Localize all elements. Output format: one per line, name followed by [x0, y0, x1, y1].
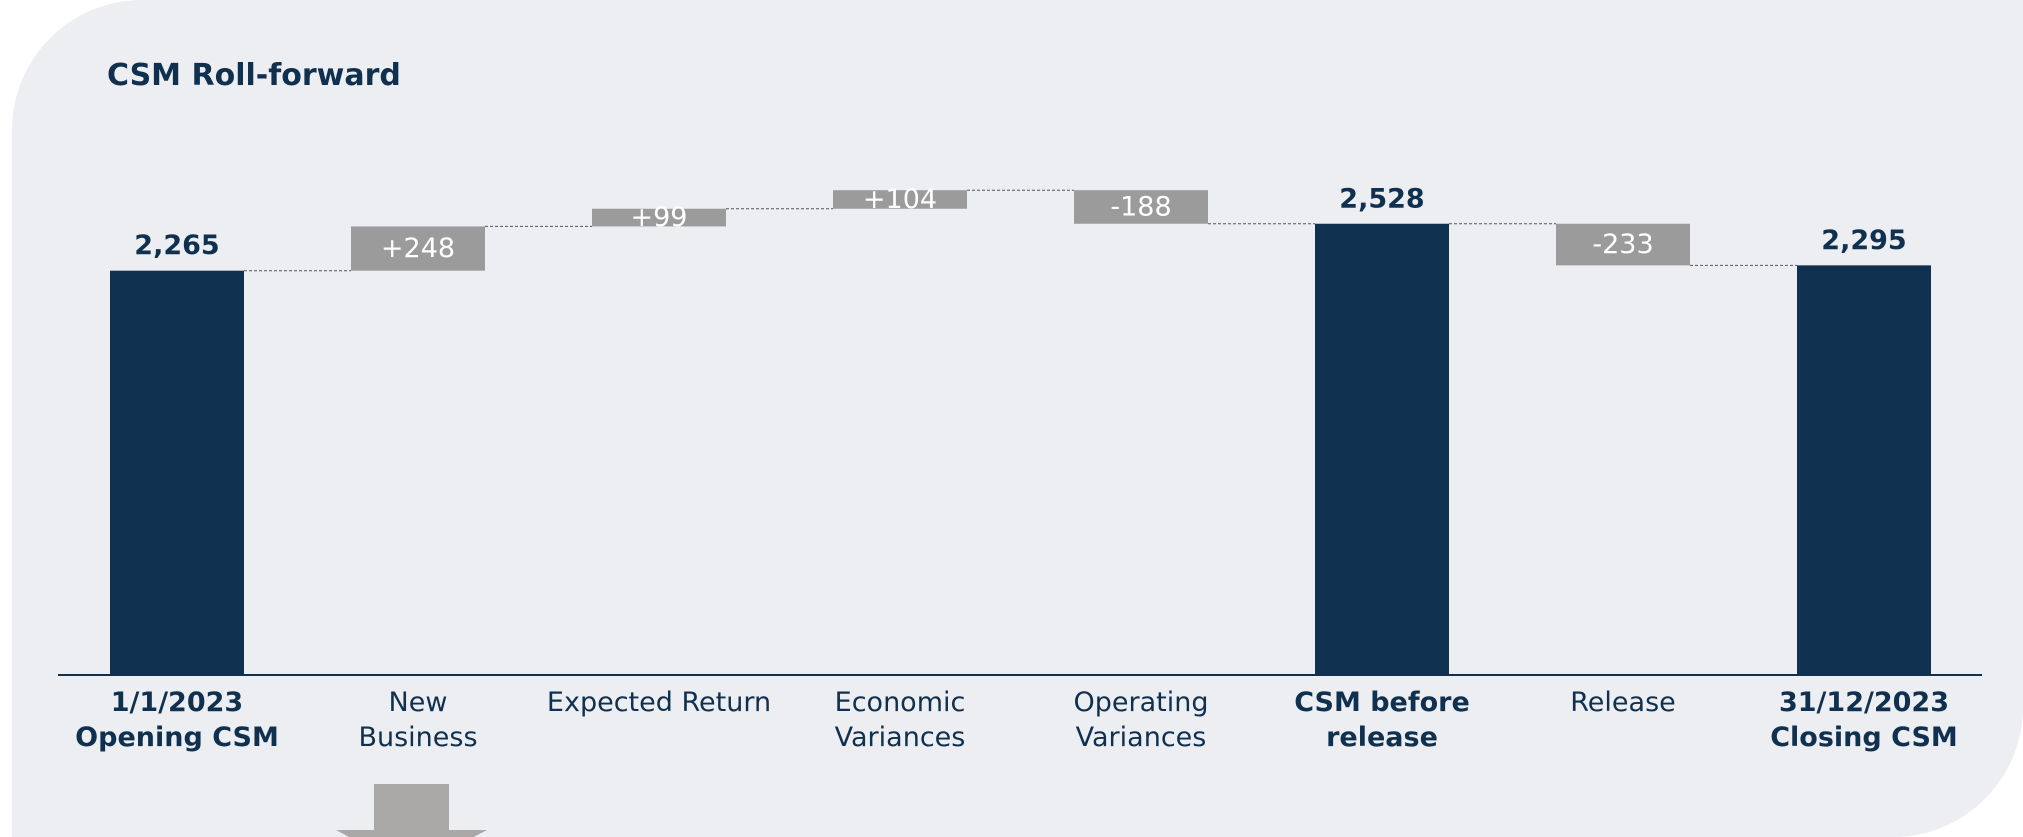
- x-tick-label: CSM before release: [1294, 687, 1470, 753]
- value-label: +99: [631, 202, 688, 233]
- panel: [12, 0, 2023, 837]
- arrow-head: [336, 830, 487, 837]
- value-label: 2,265: [134, 230, 219, 261]
- bar: [1074, 190, 1208, 224]
- x-tick-label: 31/12/2023 Closing CSM: [1770, 687, 1958, 753]
- value-label: +104: [863, 184, 937, 215]
- arrow-stem: [374, 784, 449, 837]
- bar: [351, 226, 485, 271]
- x-tick-label: Operating Variances: [1073, 687, 1209, 753]
- bar: [110, 270, 244, 675]
- x-tick-label: Economic Variances: [834, 687, 966, 753]
- bar: [592, 208, 726, 227]
- bar: [1315, 223, 1449, 675]
- bar: [1797, 265, 1931, 675]
- x-tick-label: 1/1/2023 Opening CSM: [75, 687, 279, 753]
- chart-title: CSM Roll-forward: [107, 58, 401, 93]
- x-tick-label: Expected Return: [546, 687, 772, 718]
- bar: [1556, 223, 1690, 266]
- value-label: -233: [1592, 229, 1653, 260]
- value-label: 2,295: [1821, 225, 1906, 256]
- x-tick-label: New Business: [358, 687, 478, 753]
- x-tick-label: Release: [1570, 687, 1676, 718]
- bar: [833, 190, 967, 209]
- value-label: -188: [1110, 191, 1171, 222]
- value-label: 2,528: [1339, 183, 1424, 214]
- value-label: +248: [381, 233, 455, 264]
